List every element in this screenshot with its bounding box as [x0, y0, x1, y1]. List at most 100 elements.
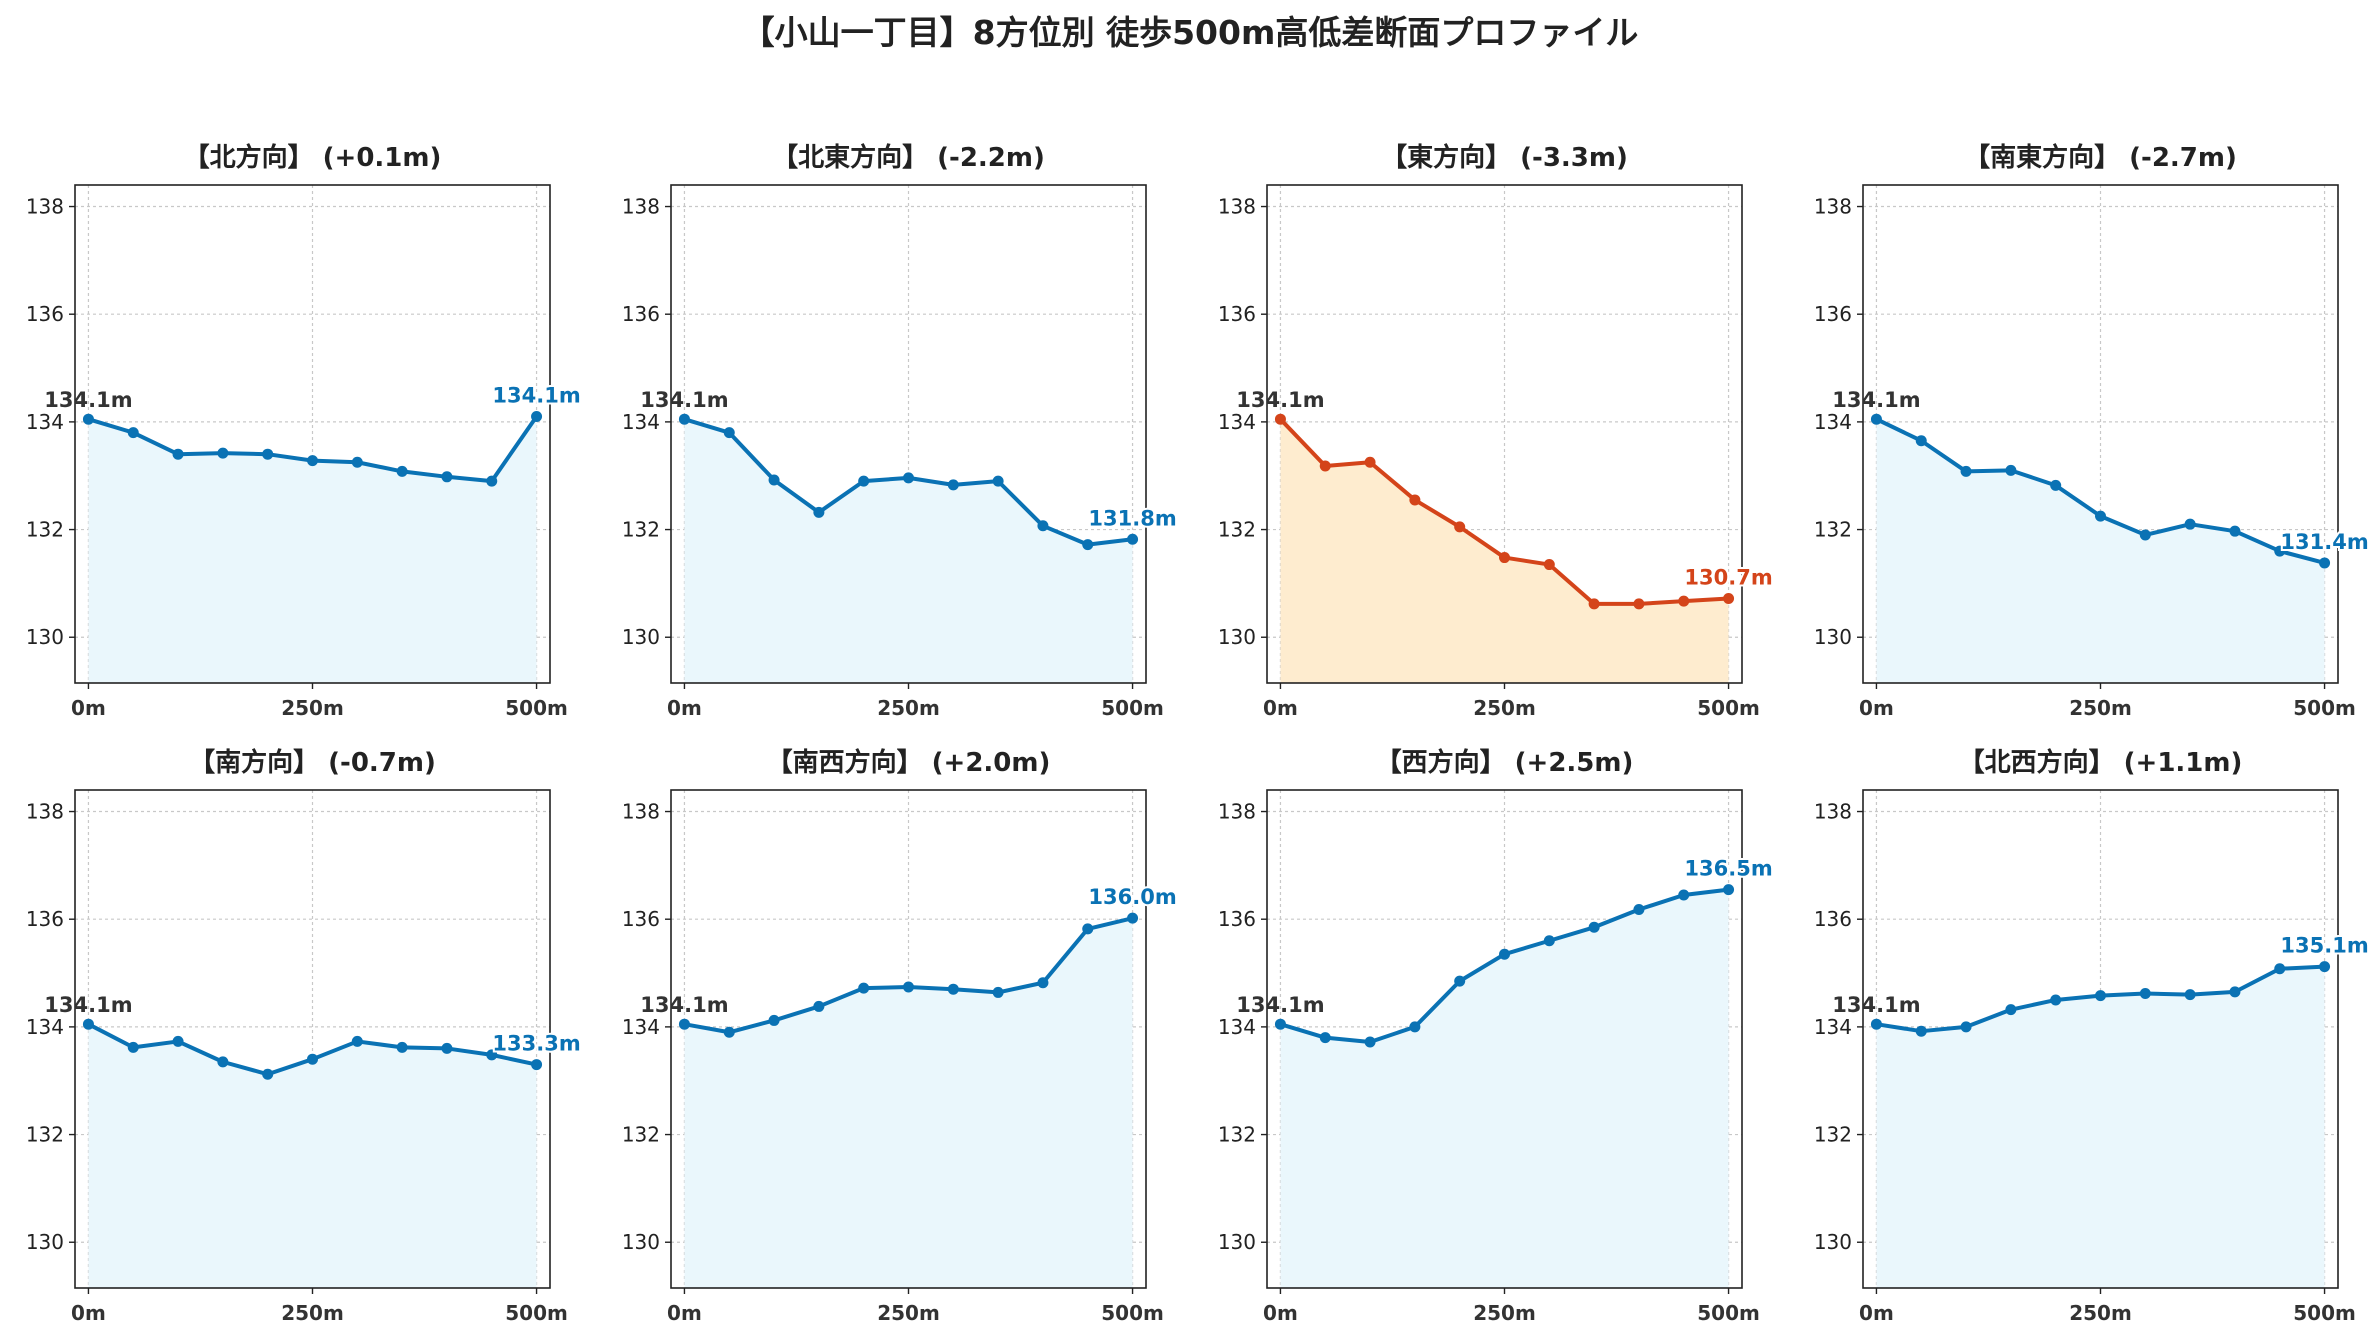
data-point — [441, 1042, 453, 1054]
end-elevation-label: 134.1m — [492, 384, 580, 408]
end-elevation-label: 135.1m — [2280, 934, 2368, 958]
data-point — [2005, 1004, 2017, 1016]
data-point — [723, 1026, 735, 1038]
profile-area — [1876, 966, 2325, 1288]
y-tick-label: 134 — [622, 1015, 660, 1039]
y-tick-label: 130 — [1814, 625, 1852, 649]
data-point — [262, 1068, 274, 1080]
y-tick-label: 132 — [622, 518, 660, 542]
data-point — [2319, 961, 2331, 973]
x-tick-label: 250m — [877, 1301, 940, 1325]
profile-panel-1: 【北東方向】 (-2.2m) 130 132 134 136 138 0m 250m 500m 1… — [622, 142, 1179, 720]
y-tick-label: 138 — [622, 800, 660, 824]
profile-panel-6: 【西方向】 (+2.5m) 130 132 134 136 138 0m 250m 500m 13… — [1218, 747, 1775, 1325]
data-point — [2050, 479, 2062, 491]
profile-panel-2: 【東方向】 (-3.3m) 130 132 134 136 138 0m 250m 500m 13… — [1218, 142, 1775, 720]
x-tick-label: 250m — [1473, 1301, 1536, 1325]
panel-title: 【南方向】 (-0.7m) — [189, 747, 436, 778]
figure-suptitle: 【小山一丁目】8方位別 徒歩500m高低差断面プロファイル — [742, 13, 1639, 52]
y-tick-label: 138 — [1218, 195, 1256, 219]
data-point — [1915, 1025, 1927, 1037]
data-point — [2050, 994, 2062, 1006]
profile-panel-7: 【北西方向】 (+1.1m) 130 132 134 136 138 0m 250m 500m 1… — [1814, 747, 2371, 1325]
x-tick-label: 0m — [1859, 1301, 1894, 1325]
y-tick-label: 132 — [1218, 1123, 1256, 1147]
x-tick-label: 500m — [2293, 696, 2356, 720]
data-point — [351, 1035, 363, 1047]
data-point — [1633, 904, 1645, 916]
profile-area — [684, 918, 1133, 1288]
data-point — [1588, 921, 1600, 933]
profile-panel-5: 【南西方向】 (+2.0m) 130 132 134 136 138 0m 250m 500m 1… — [622, 747, 1179, 1325]
y-tick-label: 132 — [26, 518, 64, 542]
y-tick-label: 130 — [622, 625, 660, 649]
y-tick-label: 138 — [26, 195, 64, 219]
x-tick-label: 250m — [1473, 696, 1536, 720]
data-point — [723, 427, 735, 439]
data-point — [82, 1018, 94, 1030]
data-point — [351, 456, 363, 468]
data-point — [217, 447, 229, 459]
y-tick-label: 132 — [622, 1123, 660, 1147]
data-point — [2095, 510, 2106, 522]
y-tick-label: 134 — [1814, 410, 1852, 434]
data-point — [678, 1018, 690, 1030]
data-point — [1319, 1032, 1331, 1044]
data-point — [2184, 518, 2196, 530]
data-point — [1870, 413, 1882, 425]
profile-area — [1280, 419, 1729, 683]
data-point — [1454, 975, 1466, 987]
data-point — [678, 413, 690, 425]
data-point — [813, 1000, 825, 1012]
data-point — [1082, 539, 1094, 551]
profile-panel-0: 【北方向】 (+0.1m) 130 132 134 136 138 0m 250m 500m 13… — [26, 142, 583, 720]
data-point — [1960, 1021, 1972, 1033]
data-point — [1319, 460, 1331, 472]
data-point — [2139, 529, 2151, 541]
data-point — [1127, 533, 1139, 545]
data-point — [486, 475, 498, 487]
y-tick-label: 136 — [1218, 302, 1256, 326]
data-point — [2139, 988, 2151, 1000]
x-tick-label: 500m — [1101, 1301, 1164, 1325]
y-tick-label: 132 — [26, 1123, 64, 1147]
data-point — [1588, 598, 1600, 610]
data-point — [486, 1049, 498, 1061]
end-elevation-label: 133.3m — [492, 1032, 580, 1056]
y-tick-label: 136 — [26, 302, 64, 326]
data-point — [1364, 456, 1376, 468]
data-point — [1454, 521, 1466, 533]
y-tick-label: 136 — [1218, 907, 1256, 931]
data-point — [217, 1056, 229, 1068]
data-point — [441, 471, 453, 483]
data-point — [82, 413, 94, 425]
data-point — [2095, 990, 2106, 1002]
panel-title: 【北西方向】 (+1.1m) — [1959, 747, 2243, 778]
x-tick-label: 250m — [281, 1301, 344, 1325]
data-point — [903, 981, 914, 993]
start-elevation-label: 134.1m — [1832, 993, 1920, 1017]
y-tick-label: 130 — [1218, 1230, 1256, 1254]
data-point — [858, 982, 870, 994]
x-tick-label: 250m — [2069, 696, 2132, 720]
data-point — [307, 1053, 318, 1065]
y-tick-label: 134 — [26, 410, 64, 434]
y-tick-label: 138 — [1218, 800, 1256, 824]
data-point — [1915, 435, 1927, 447]
x-tick-label: 500m — [505, 696, 568, 720]
y-tick-label: 130 — [1218, 625, 1256, 649]
data-point — [992, 475, 1004, 487]
data-point — [947, 983, 959, 995]
y-tick-label: 134 — [1218, 410, 1256, 434]
y-tick-label: 130 — [26, 1230, 64, 1254]
end-elevation-label: 136.5m — [1684, 857, 1772, 881]
data-point — [396, 465, 408, 477]
y-tick-label: 134 — [1218, 1015, 1256, 1039]
start-elevation-label: 134.1m — [44, 993, 132, 1017]
x-tick-label: 250m — [2069, 1301, 2132, 1325]
y-tick-label: 134 — [622, 410, 660, 434]
end-elevation-label: 130.7m — [1684, 565, 1772, 589]
data-point — [1274, 1018, 1286, 1030]
data-point — [1960, 465, 1972, 477]
data-point — [127, 427, 139, 439]
